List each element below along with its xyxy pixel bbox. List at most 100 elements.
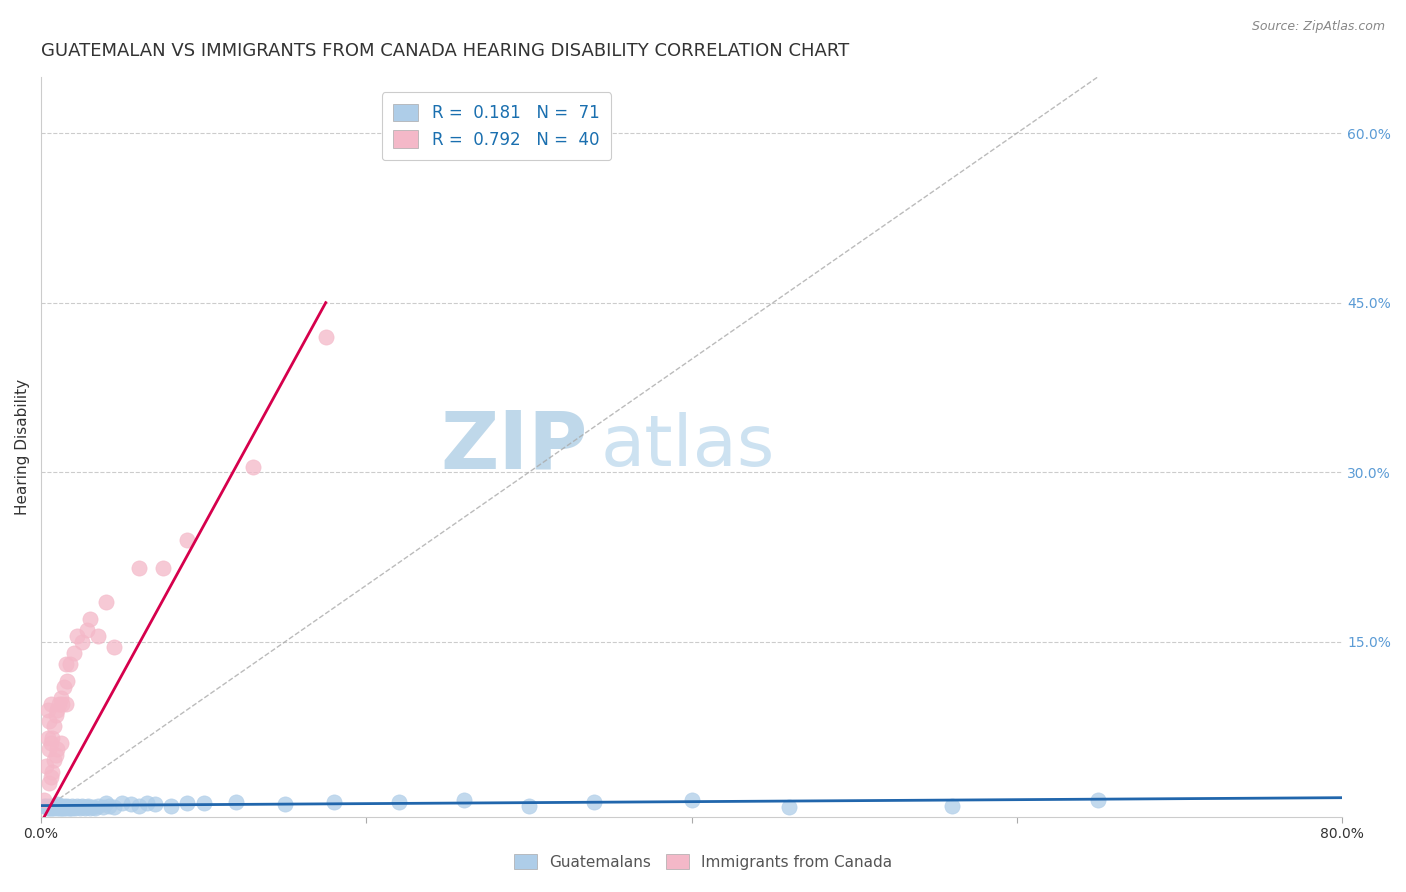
Point: [58, 799, 80, 814]
Point: [52, 680, 75, 694]
Point: [55, 801, 77, 815]
Point: [39, 770, 62, 784]
Point: [176, 533, 198, 547]
Point: [76, 799, 98, 814]
Point: [51, 697, 73, 711]
Point: [111, 797, 134, 811]
Point: [76, 624, 98, 638]
Point: [38, 798, 60, 813]
Point: [55, 799, 77, 814]
Point: [176, 797, 198, 811]
Point: [42, 753, 65, 767]
Point: [103, 640, 125, 655]
Point: [35, 798, 58, 813]
Point: [38, 776, 60, 790]
Point: [225, 795, 247, 809]
Point: [315, 329, 337, 343]
Point: [82, 799, 104, 814]
Point: [66, 629, 89, 643]
Point: [87, 798, 110, 813]
Point: [59, 657, 82, 672]
Point: [35, 759, 58, 773]
Point: [79, 612, 101, 626]
Point: [98, 798, 121, 813]
Point: [48, 798, 70, 813]
Point: [65, 801, 87, 815]
Point: [83, 801, 105, 815]
Text: ZIP: ZIP: [440, 408, 588, 486]
Point: [46, 797, 69, 812]
Point: [583, 795, 606, 809]
Point: [52, 798, 75, 813]
Point: [1087, 793, 1109, 807]
Point: [60, 801, 83, 815]
Point: [41, 764, 63, 779]
Legend: R =  0.181   N =  71, R =  0.792   N =  40: R = 0.181 N = 71, R = 0.792 N = 40: [382, 93, 612, 161]
Point: [96, 595, 118, 609]
Point: [38, 714, 60, 728]
Point: [135, 797, 157, 811]
Point: [34, 798, 56, 813]
Point: [120, 797, 142, 812]
Point: [51, 799, 73, 814]
Point: [39, 799, 62, 814]
Point: [49, 798, 72, 813]
Point: [39, 736, 62, 750]
Point: [152, 561, 174, 575]
Point: [242, 459, 264, 474]
Point: [517, 798, 540, 813]
Point: [128, 561, 150, 575]
Point: [49, 691, 72, 706]
Point: [48, 697, 70, 711]
Point: [58, 801, 80, 815]
Point: [41, 799, 63, 814]
Legend: Guatemalans, Immigrants from Canada: Guatemalans, Immigrants from Canada: [506, 846, 900, 877]
Point: [46, 742, 69, 756]
Point: [60, 798, 83, 813]
Point: [91, 799, 114, 814]
Point: [79, 801, 101, 815]
Text: atlas: atlas: [600, 412, 775, 482]
Point: [39, 801, 62, 815]
Point: [37, 702, 59, 716]
Point: [143, 797, 166, 812]
Point: [70, 634, 93, 648]
Point: [274, 797, 297, 812]
Point: [453, 793, 475, 807]
Point: [62, 799, 84, 814]
Point: [77, 798, 100, 813]
Point: [48, 801, 70, 815]
Point: [49, 736, 72, 750]
Text: GUATEMALAN VS IMMIGRANTS FROM CANADA HEARING DISABILITY CORRELATION CHART: GUATEMALAN VS IMMIGRANTS FROM CANADA HEA…: [41, 42, 849, 60]
Point: [66, 798, 89, 813]
Point: [73, 801, 96, 815]
Point: [55, 697, 77, 711]
Point: [46, 799, 69, 814]
Point: [46, 702, 69, 716]
Point: [72, 799, 94, 814]
Point: [41, 801, 63, 815]
Point: [388, 795, 411, 809]
Point: [55, 657, 77, 672]
Point: [322, 795, 344, 809]
Point: [51, 801, 73, 815]
Point: [56, 674, 79, 689]
Point: [45, 798, 67, 813]
Point: [46, 801, 69, 815]
Point: [37, 731, 59, 745]
Point: [160, 798, 183, 813]
Point: [128, 798, 150, 813]
Point: [41, 731, 63, 745]
Point: [193, 797, 215, 811]
Point: [38, 801, 60, 815]
Point: [45, 747, 67, 762]
Point: [59, 801, 82, 815]
Point: [941, 798, 963, 813]
Point: [45, 708, 67, 723]
Point: [87, 629, 110, 643]
Point: [42, 719, 65, 733]
Point: [69, 801, 91, 815]
Point: [681, 793, 703, 807]
Point: [37, 801, 59, 815]
Point: [45, 799, 67, 814]
